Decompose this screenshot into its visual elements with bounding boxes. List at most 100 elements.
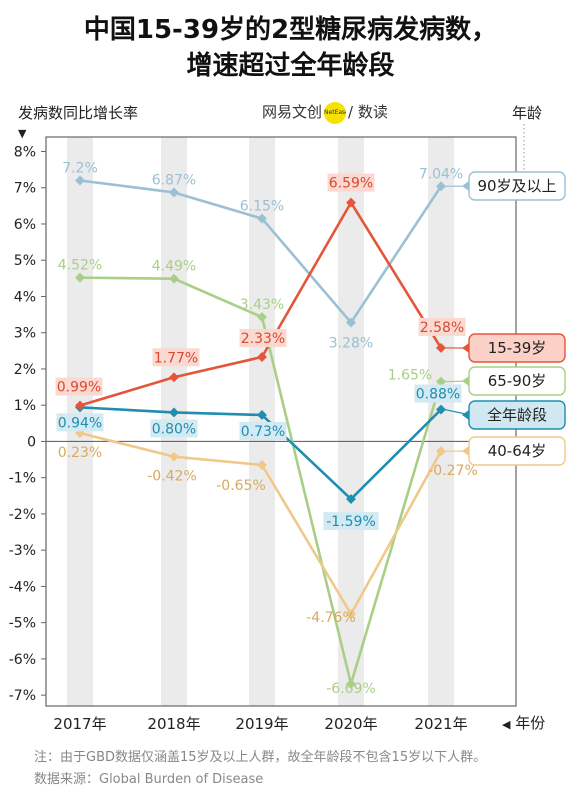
legend-label: 90岁及以上 [477,177,556,195]
data-label: 6.59% [329,176,373,192]
data-point [436,181,446,192]
legend-pointer [462,343,469,353]
data-point [257,410,267,420]
data-point [169,407,179,418]
data-label: -4.76% [306,610,356,626]
brand-mid: 文创 [292,103,323,121]
data-label: -1.59% [326,514,376,530]
y-tick-label: 4% [14,289,36,305]
data-point [257,312,267,323]
x-tick-label: 2019年 [235,715,288,733]
y-tick-label: -1% [9,471,36,487]
data-label: 3.43% [240,297,284,313]
data-label: 2.33% [241,331,285,347]
data-point [436,376,446,387]
left-triangle-icon: ◀ [502,718,511,731]
legend-pointer [462,410,469,420]
data-point [169,372,179,383]
data-label: -0.42% [147,469,197,485]
data-label-bg [56,413,104,432]
y-tick-label: 5% [14,253,36,269]
legend-pointer [462,376,469,386]
x-tick-label: 2021年 [414,715,467,733]
chart-title-line2: 增速超过全年龄段 [186,51,395,81]
y-axis-title: 发病数同比增长率 ▼ [18,102,138,141]
y-axis-title-text: 发病数同比增长率 [18,104,139,122]
y-tick-label: 6% [14,217,36,233]
y-tick-label: 0 [27,434,36,450]
data-label: 1.77% [154,350,198,366]
data-label: 0.88% [416,387,460,403]
data-label: -0.65% [216,478,266,494]
netease-logo-icon: NetEase [324,101,347,124]
x-tick-label: 2017年 [53,715,106,733]
legend-tag [468,333,566,363]
legend-label: 15-39岁 [488,339,547,357]
data-point [169,187,179,198]
data-point [257,213,267,224]
data-point [169,451,179,462]
x-tick-label: 2020年 [324,715,377,733]
data-label-bg [239,328,287,347]
data-point [169,273,179,284]
legend-tag [468,366,566,396]
data-label: 4.49% [152,259,196,275]
y-tick-label: 2% [14,362,36,378]
year-band [428,137,454,706]
data-point [436,446,446,457]
legend-tag [468,171,566,201]
x-axis-title: ◀ 年份 [502,712,545,733]
data-label: -6.69% [326,681,376,697]
data-label: 0.99% [57,380,101,396]
data-label: 4.52% [58,258,102,274]
data-label-bg [55,377,103,396]
data-point [346,494,356,505]
data-label: 3.28% [329,336,373,352]
data-label-bg [414,384,462,403]
data-label: 7.2% [62,160,98,176]
legend-pointer [462,446,469,456]
data-label: 6.15% [240,199,284,215]
data-label: -0.27% [428,463,478,479]
chart-title-line1: 中国15-39岁的2型糖尿病发病数， [83,15,498,45]
data-source: 数据来源：Global Burden of Disease [34,772,264,787]
y-tick-label: -6% [9,652,36,668]
x-tick-label: 2018年 [147,715,200,733]
data-label: 0.73% [241,424,285,440]
data-label: 2.58% [420,320,464,336]
y-tick-label: -5% [9,616,36,632]
data-label-bg [152,348,200,367]
brand-logo: 网易文创NetEase/ 数读 [262,101,388,124]
down-triangle-icon: ▼ [18,127,27,140]
data-label-bg [323,512,379,531]
y-tick-label: -7% [9,688,36,704]
y-tick-label: 7% [14,181,36,197]
data-label: 0.80% [152,421,196,437]
data-point [436,342,446,353]
data-label-bg [327,173,375,192]
data-point [75,175,85,186]
legend-tag [468,436,566,466]
data-label: 6.87% [152,172,196,188]
legend-label: 65-90岁 [488,372,547,390]
footnote: 注：由于GBD数据仅涵盖15岁及以上人群，故全年龄段不包含15岁以下人群。 [34,750,487,765]
x-axis-title-text: 年份 [515,714,546,732]
data-label: 1.65% [388,368,432,384]
data-point [346,197,356,208]
data-point [346,608,356,619]
data-point [436,404,446,415]
data-point [346,678,356,689]
data-label: 7.04% [419,166,463,182]
y-tick-label: -4% [9,579,36,595]
data-point [257,352,267,362]
y-tick-label: -3% [9,543,36,559]
legend-pointer [462,181,469,191]
y-tick-label: 8% [14,144,36,160]
legend-label: 40-64岁 [488,442,547,460]
data-label: 0.23% [58,445,102,461]
data-label-bg [239,421,287,440]
brand-right: / 数读 [348,103,388,121]
y-tick-label: 1% [14,398,36,414]
data-label-bg [418,317,466,336]
